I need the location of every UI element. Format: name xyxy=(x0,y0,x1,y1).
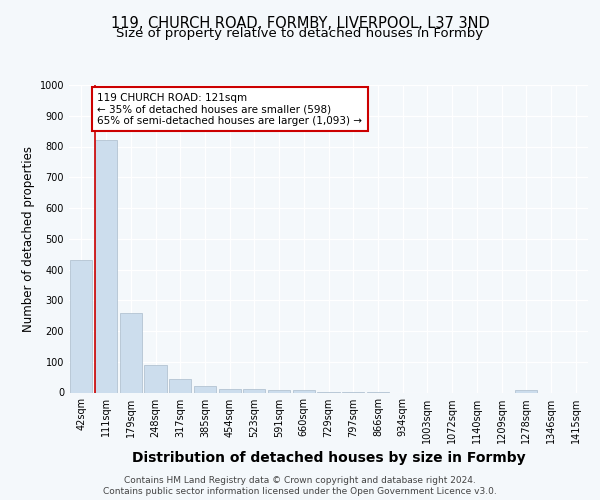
Bar xyxy=(169,378,191,392)
Bar xyxy=(70,260,92,392)
Bar xyxy=(218,389,241,392)
Text: 119, CHURCH ROAD, FORMBY, LIVERPOOL, L37 3ND: 119, CHURCH ROAD, FORMBY, LIVERPOOL, L37… xyxy=(110,16,490,31)
Bar xyxy=(119,312,142,392)
Bar xyxy=(268,390,290,392)
Bar xyxy=(293,390,315,392)
Bar xyxy=(95,140,117,392)
Text: 119 CHURCH ROAD: 121sqm
← 35% of detached houses are smaller (598)
65% of semi-d: 119 CHURCH ROAD: 121sqm ← 35% of detache… xyxy=(97,92,362,126)
Text: Contains HM Land Registry data © Crown copyright and database right 2024.: Contains HM Land Registry data © Crown c… xyxy=(124,476,476,485)
Y-axis label: Number of detached properties: Number of detached properties xyxy=(22,146,35,332)
Bar xyxy=(243,390,265,392)
Text: Size of property relative to detached houses in Formby: Size of property relative to detached ho… xyxy=(116,28,484,40)
Bar xyxy=(145,365,167,392)
Text: Contains public sector information licensed under the Open Government Licence v3: Contains public sector information licen… xyxy=(103,487,497,496)
X-axis label: Distribution of detached houses by size in Formby: Distribution of detached houses by size … xyxy=(131,451,526,465)
Bar xyxy=(515,390,538,392)
Bar xyxy=(194,386,216,392)
